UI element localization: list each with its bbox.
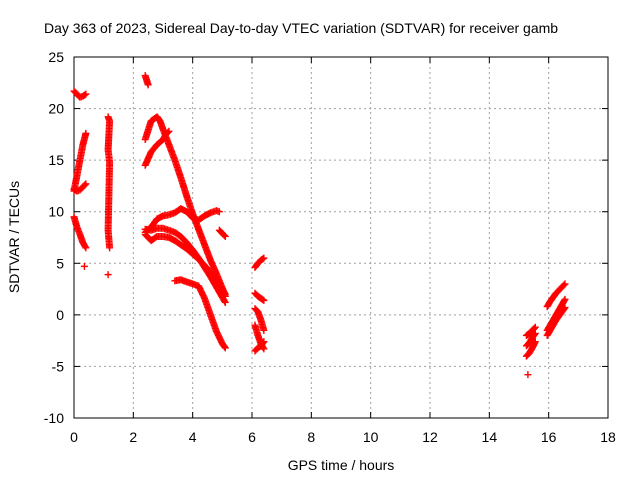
data-point bbox=[81, 243, 89, 251]
data-point bbox=[82, 90, 90, 98]
x-tick-label: 6 bbox=[248, 429, 256, 445]
x-tick-label: 10 bbox=[363, 429, 379, 445]
data-point bbox=[164, 128, 172, 136]
y-tick-label: 25 bbox=[48, 49, 64, 65]
y-tick-label: 20 bbox=[48, 101, 64, 117]
y-tick-label: -10 bbox=[44, 410, 64, 426]
plot-area-frame bbox=[73, 56, 609, 419]
data-point bbox=[220, 231, 228, 239]
data-point bbox=[260, 338, 268, 346]
series-arc-3 bbox=[70, 129, 90, 195]
data-point bbox=[260, 254, 268, 262]
data-point bbox=[221, 298, 229, 306]
data-point bbox=[221, 343, 229, 351]
series-arc-8 bbox=[141, 72, 152, 89]
series-arc-1 bbox=[70, 87, 90, 101]
data-point bbox=[260, 326, 268, 334]
data-point bbox=[530, 324, 538, 332]
x-axis-label: GPS time / hours bbox=[288, 457, 395, 473]
series-arc-17 bbox=[251, 289, 268, 304]
data-point bbox=[215, 208, 223, 216]
data-point bbox=[260, 296, 268, 304]
data-point bbox=[82, 129, 90, 137]
data-point bbox=[531, 329, 539, 337]
axis-tick-labels: 0 2 4 6 8 10 12 14 16 18 -10 -5 0 5 10 15 20 25 bbox=[44, 49, 616, 445]
series-arc-13 bbox=[141, 224, 229, 306]
data-point bbox=[81, 181, 89, 189]
series-arc-6 bbox=[104, 113, 114, 252]
data-point bbox=[560, 281, 568, 289]
data-point bbox=[165, 127, 173, 135]
data-points bbox=[70, 72, 569, 379]
series-arc-7 bbox=[104, 271, 112, 279]
grid-lines bbox=[74, 57, 608, 418]
data-point bbox=[524, 371, 532, 379]
series-arc-14 bbox=[171, 276, 229, 352]
series-arc-4 bbox=[70, 213, 90, 252]
series-arc-20 bbox=[251, 338, 268, 355]
data-point bbox=[82, 244, 90, 252]
y-tick-label: 0 bbox=[56, 307, 64, 323]
data-point bbox=[531, 330, 539, 338]
data-point bbox=[531, 338, 539, 346]
chart-title: Day 363 of 2023, Sidereal Day-to-day VTE… bbox=[44, 20, 558, 36]
y-tick-label: 5 bbox=[56, 255, 64, 271]
data-point bbox=[221, 232, 229, 240]
x-tick-label: 16 bbox=[541, 429, 557, 445]
axis-ticks bbox=[73, 56, 609, 419]
data-point bbox=[561, 295, 569, 303]
y-tick-label: 10 bbox=[48, 204, 64, 220]
x-tick-label: 4 bbox=[189, 429, 197, 445]
x-tick-label: 2 bbox=[129, 429, 137, 445]
series-arc-18 bbox=[251, 305, 268, 334]
data-point bbox=[221, 297, 229, 305]
data-point bbox=[560, 305, 568, 313]
x-tick-label: 18 bbox=[600, 429, 616, 445]
data-point bbox=[560, 297, 568, 305]
data-point bbox=[561, 280, 569, 288]
series-arc-16 bbox=[251, 254, 268, 271]
data-point bbox=[82, 180, 90, 188]
series-arc-5 bbox=[80, 262, 88, 270]
x-tick-label: 8 bbox=[307, 429, 315, 445]
data-point bbox=[259, 339, 267, 347]
y-tick-label: 15 bbox=[48, 152, 64, 168]
x-tick-label: 14 bbox=[482, 429, 498, 445]
series-arc-9 bbox=[141, 113, 229, 300]
series-arc-27 bbox=[543, 304, 569, 339]
series-arc-21 bbox=[522, 323, 539, 339]
data-point bbox=[144, 81, 152, 89]
series-arc-24 bbox=[524, 371, 532, 379]
series-arc-23 bbox=[522, 338, 539, 360]
series-arc-25 bbox=[543, 280, 569, 311]
data-point bbox=[104, 271, 112, 279]
data-point bbox=[531, 323, 539, 331]
data-point bbox=[221, 344, 229, 352]
x-tick-label: 0 bbox=[70, 429, 78, 445]
y-tick-label: -5 bbox=[52, 358, 65, 374]
y-axis-label: SDTVAR / TECUs bbox=[6, 181, 22, 293]
data-point bbox=[106, 244, 114, 252]
data-point bbox=[561, 304, 569, 312]
series-arc-15 bbox=[215, 226, 229, 240]
x-tick-label: 12 bbox=[422, 429, 438, 445]
data-point bbox=[80, 262, 88, 270]
series-arc-10 bbox=[141, 127, 173, 169]
